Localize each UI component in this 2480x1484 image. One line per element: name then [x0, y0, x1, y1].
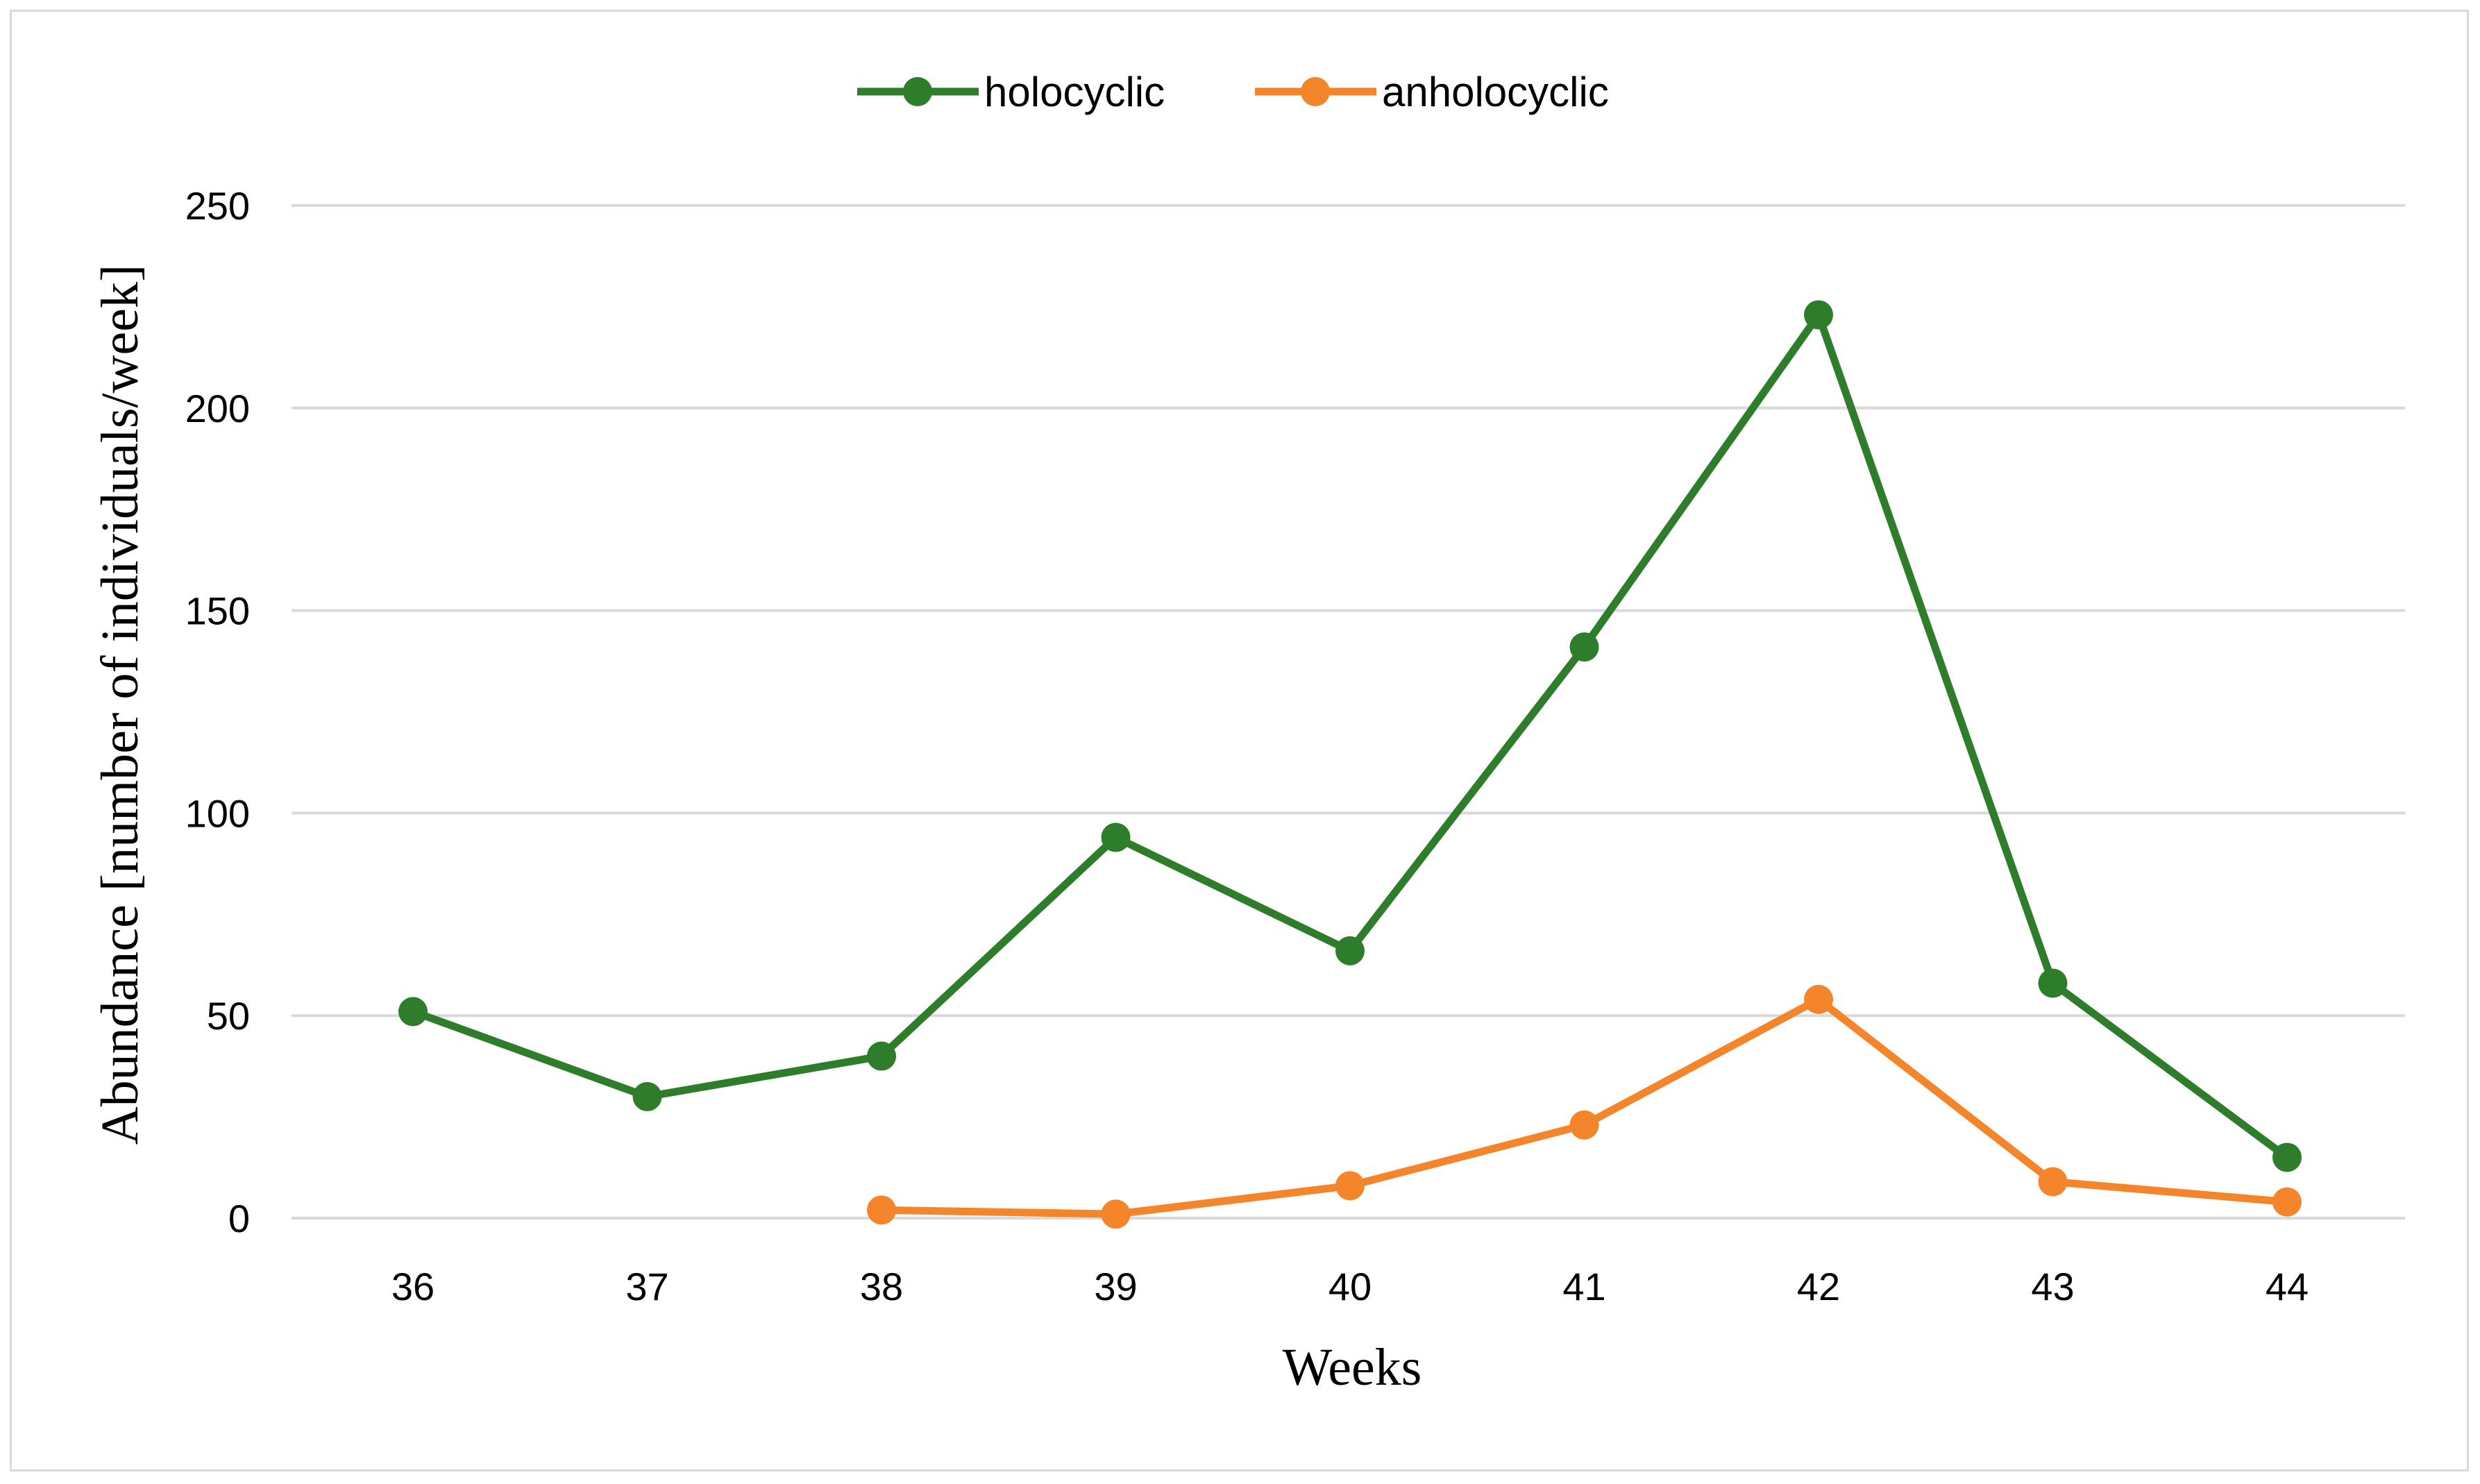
- y-axis-title: Abundance [number of individuals/week]: [91, 264, 149, 1145]
- x-tick-label: 44: [2266, 1265, 2309, 1308]
- data-point: [1335, 936, 1365, 966]
- legend: holocyclic anholocyclic: [857, 69, 1609, 115]
- y-axis-ticks: 0 50 100 150 200 250: [185, 184, 250, 1240]
- series-line: [877, 995, 2291, 1218]
- y-tick-label: 150: [185, 589, 250, 633]
- data-point: [867, 1041, 896, 1071]
- x-axis-ticks: 36 37 38 39 40 41 42 43 44: [391, 1265, 2309, 1308]
- legend-item-holocyclic: holocyclic: [857, 69, 1165, 115]
- data-point: [1569, 632, 1599, 662]
- data-point: [2272, 1187, 2302, 1217]
- x-tick-label: 43: [2031, 1265, 2074, 1308]
- y-tick-label: 200: [185, 387, 250, 430]
- data-point: [2272, 1142, 2302, 1172]
- x-tick-label: 40: [1328, 1265, 1372, 1308]
- legend-label: holocyclic: [984, 69, 1165, 115]
- x-tick-label: 39: [1094, 1265, 1137, 1308]
- legend-marker: [903, 77, 932, 106]
- y-tick-label: 250: [185, 184, 250, 228]
- data-point: [1569, 1110, 1599, 1140]
- data-point: [2038, 1167, 2068, 1197]
- data-point: [1804, 300, 1833, 330]
- x-tick-label: 37: [625, 1265, 668, 1308]
- x-axis-title: Weeks: [1283, 1338, 1422, 1397]
- series-holocyclic: [398, 300, 2302, 1172]
- data-point: [1335, 1171, 1365, 1201]
- data-point: [398, 997, 428, 1027]
- data-point: [1101, 1199, 1131, 1229]
- series-group: [398, 300, 2302, 1229]
- chart-frame: [10, 10, 2469, 1472]
- x-tick-label: 42: [1797, 1265, 1840, 1308]
- data-point: [1804, 984, 1833, 1014]
- data-point: [867, 1195, 896, 1225]
- data-point: [1101, 823, 1131, 852]
- y-tick-label: 50: [207, 994, 250, 1038]
- data-point: [632, 1081, 662, 1111]
- x-tick-label: 36: [391, 1265, 435, 1308]
- x-tick-label: 38: [860, 1265, 903, 1308]
- x-tick-label: 41: [1562, 1265, 1605, 1308]
- series-line: [409, 311, 2291, 1161]
- y-tick-label: 0: [228, 1197, 250, 1240]
- legend-label: anholocyclic: [1382, 69, 1609, 115]
- data-point: [2038, 968, 2068, 998]
- gridlines: [292, 204, 2405, 1220]
- legend-marker: [1301, 77, 1330, 106]
- legend-item-anholocyclic: anholocyclic: [1255, 69, 1609, 115]
- y-tick-label: 100: [185, 791, 250, 835]
- series-anholocyclic: [867, 984, 2302, 1229]
